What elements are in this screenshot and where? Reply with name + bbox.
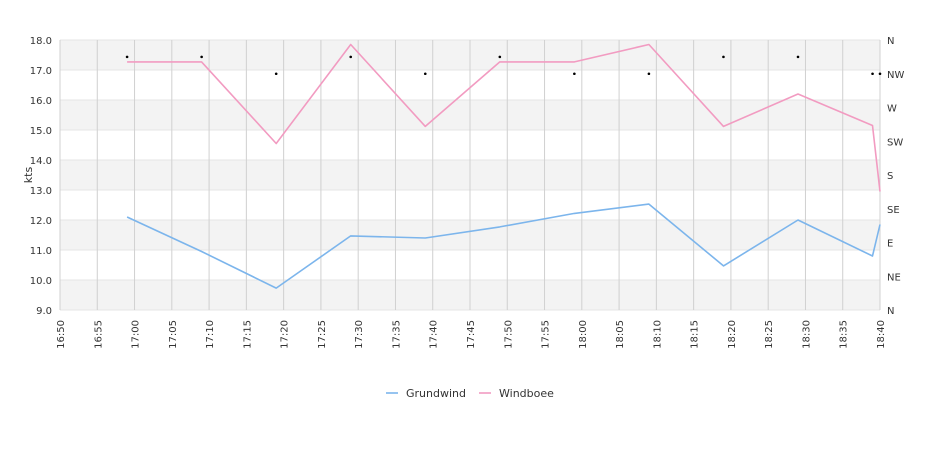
direction-axis-ticks: N NE E SE S SW W NW N: [887, 36, 904, 317]
x-tick-label: 17:50: [503, 320, 514, 349]
direction-tick-label: E: [887, 239, 893, 250]
direction-point: [647, 72, 651, 76]
x-tick-label: 17:05: [168, 320, 179, 349]
series-line: [126, 203, 881, 289]
x-tick-label: 18:35: [839, 320, 850, 349]
x-tick-label: 18:30: [801, 320, 812, 349]
x-tick-label: 17:55: [541, 320, 552, 349]
y-tick-label: 16.0: [30, 96, 52, 107]
legend-item-label: Windboee: [499, 387, 554, 400]
series-lines: [126, 43, 881, 289]
x-tick-label: 17:30: [354, 320, 365, 349]
direction-point: [878, 72, 882, 76]
direction-point: [200, 55, 203, 59]
direction-point: [423, 72, 427, 76]
x-tick-label: 18:00: [578, 320, 589, 349]
direction-point: [498, 55, 502, 59]
y-tick-label: 13.0: [30, 186, 52, 197]
y-tick-label: 15.0: [30, 126, 52, 137]
x-tick-label: 18:15: [690, 320, 701, 349]
x-tick-label: 17:45: [466, 320, 477, 349]
x-tick-label: 18:10: [652, 320, 663, 349]
series-line: [127, 43, 881, 192]
x-tick-label: 16:50: [56, 320, 67, 349]
grid-lines: [59, 39, 881, 311]
direction-tick-label: NE: [887, 272, 901, 283]
direction-point: [722, 55, 725, 59]
y-tick-label: 14.0: [30, 156, 52, 167]
x-tick-label: 18:20: [727, 320, 738, 349]
direction-tick-label: W: [887, 104, 897, 115]
x-tick-label: 17:10: [205, 320, 216, 349]
y-axis-title: kts: [22, 167, 35, 184]
y-tick-label: 11.0: [30, 246, 52, 257]
x-tick-label: 17:15: [242, 320, 253, 349]
x-tick-label: 18:25: [764, 320, 775, 349]
y-tick-label: 17.0: [30, 66, 52, 77]
y-tick-label: 12.0: [30, 216, 52, 227]
y-axis-ticks: 9.0 10.0 11.0 12.0 13.0 14.0 15.0 16.0 17.0 18.0: [30, 36, 52, 317]
x-tick-label: 17:25: [317, 320, 328, 349]
direction-points: [125, 55, 882, 76]
x-tick-label: 16:55: [93, 320, 104, 349]
direction-point: [796, 55, 800, 59]
y-tick-label: 10.0: [30, 276, 52, 287]
legend-item-label: Grundwind: [406, 387, 466, 400]
legend[interactable]: Grundwind Windboee: [386, 387, 554, 400]
x-tick-label: 17:35: [391, 320, 402, 349]
x-axis-ticks: 16:50 16:55 17:00 17:05 17:10 17:15 17:20 17:25…: [56, 320, 887, 349]
direction-tick-label: N: [887, 306, 894, 317]
direction-point: [125, 55, 129, 59]
y-tick-label: 18.0: [30, 36, 52, 47]
direction-point: [274, 72, 278, 76]
direction-tick-label: NW: [887, 70, 904, 81]
x-tick-label: 18:40: [876, 320, 887, 349]
direction-tick-label: SW: [887, 137, 903, 148]
direction-tick-label: SE: [887, 205, 900, 216]
x-tick-label: 18:05: [615, 320, 626, 349]
x-tick-label: 17:00: [131, 320, 142, 349]
x-tick-label: 17:40: [429, 320, 440, 349]
direction-point: [349, 55, 353, 59]
direction-point: [573, 72, 576, 76]
direction-point: [871, 72, 874, 76]
y-tick-label: 9.0: [36, 306, 52, 317]
direction-tick-label: S: [887, 171, 893, 182]
direction-tick-label: N: [887, 36, 894, 47]
x-tick-label: 17:20: [280, 320, 291, 349]
